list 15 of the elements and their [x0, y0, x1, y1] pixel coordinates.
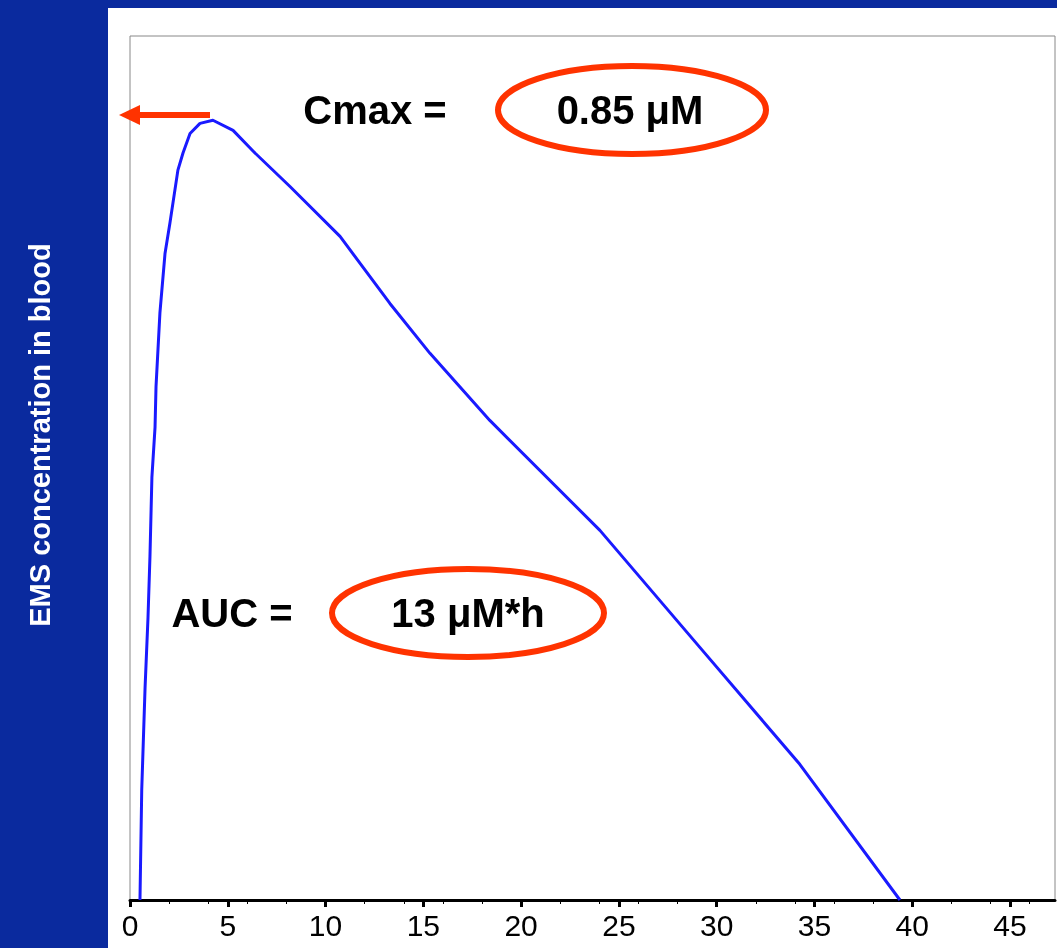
annotation: Cmax = [303, 88, 447, 132]
x-tick-label: 15 [406, 908, 441, 942]
x-tick-label: 20 [504, 908, 538, 942]
x-tick-label: 30 [699, 908, 734, 942]
x-tick-label: 25 [602, 908, 636, 942]
x-tick-label: 5 [219, 908, 237, 942]
annotation: 0.85 μM [556, 88, 704, 132]
x-tick-label: 45 [993, 908, 1027, 942]
x-tick-label: 40 [895, 908, 929, 942]
y-axis-title: EMS concentration in blood [23, 243, 57, 627]
x-tick-label: 0 [121, 908, 139, 942]
x-tick-label: 10 [308, 908, 343, 942]
annotation: AUC = [171, 591, 293, 635]
annotation: 13 μM*h [391, 591, 545, 635]
x-tick-label: 35 [797, 908, 832, 942]
